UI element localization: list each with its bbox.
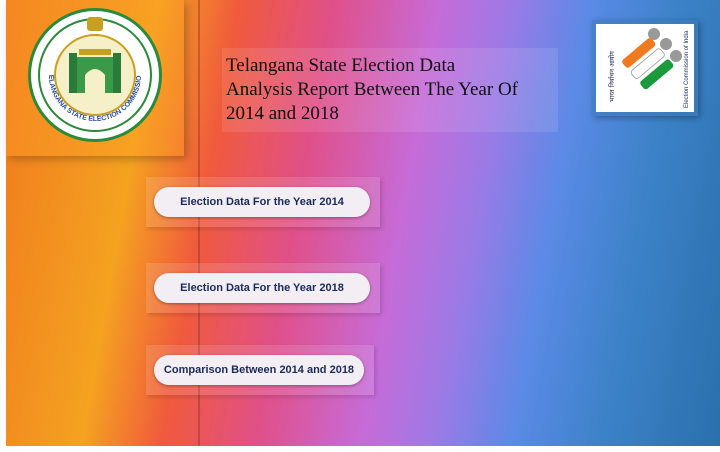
- eci-logo-icon: भारत निर्वाचन आयोग Election Commission o…: [596, 24, 694, 112]
- page-title: Telangana State Election Data Analysis R…: [226, 55, 518, 124]
- seal-icon: TELANGANA STATE ELECTION COMMISSION: [28, 6, 152, 132]
- button-band-comparison: Comparison Between 2014 and 2018: [146, 345, 374, 395]
- title-box: Telangana State Election Data Analysis R…: [222, 48, 558, 132]
- election-data-2018-button[interactable]: Election Data For the Year 2018: [154, 273, 370, 303]
- logo-panel: TELANGANA STATE ELECTION COMMISSION: [6, 0, 184, 156]
- eci-english-text: Election Commission of India: [684, 30, 690, 108]
- vertical-divider: [198, 0, 200, 446]
- eci-logo-panel: भारत निर्वाचन आयोग Election Commission o…: [592, 20, 698, 116]
- telangana-election-commission-seal: TELANGANA STATE ELECTION COMMISSION: [28, 6, 162, 142]
- election-data-2014-button[interactable]: Election Data For the Year 2014: [154, 187, 370, 217]
- button-band-2014: Election Data For the Year 2014: [146, 177, 380, 227]
- button-band-2018: Election Data For the Year 2018: [146, 263, 380, 313]
- comparison-button[interactable]: Comparison Between 2014 and 2018: [154, 355, 364, 385]
- eci-hindi-text: भारत निर्वाचन आयोग: [608, 51, 616, 102]
